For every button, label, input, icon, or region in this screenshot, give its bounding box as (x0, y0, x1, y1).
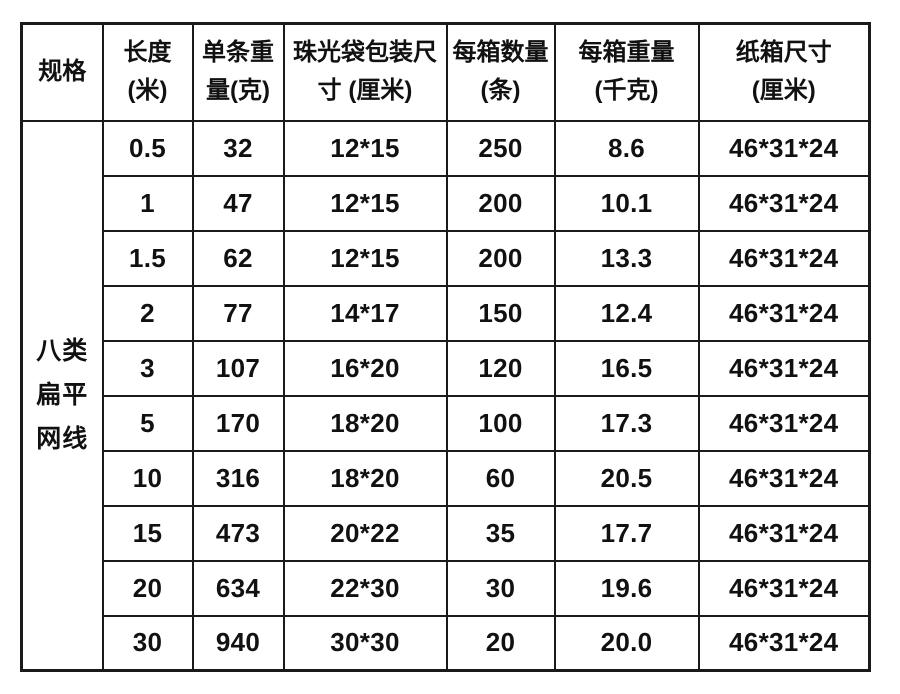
table-row: 1.5 62 12*15 200 13.3 46*31*24 (22, 229, 871, 287)
box-weight-cell: 20.0 (553, 614, 700, 672)
box-weight-cell: 12.4 (553, 284, 700, 342)
header-length: 长度 (米) (101, 22, 194, 122)
header-carton-size: 纸箱尺寸 (厘米) (697, 22, 871, 122)
carton-size-cell: 46*31*24 (697, 559, 871, 617)
packing-spec-table: 规格 长度 (米) 单条重 量(克) 珠光袋包装尺 寸 (厘米) 每箱数量 (条… (20, 22, 871, 672)
length-cell: 20 (101, 559, 194, 617)
box-weight-cell: 20.5 (553, 449, 700, 507)
header-text: (米) (127, 77, 168, 105)
header-text: 纸箱尺寸 (735, 39, 832, 67)
qty-cell: 35 (445, 504, 556, 562)
header-unit-weight: 单条重 量(克) (191, 22, 285, 122)
table-row: 八类 扁平 网线 0.5 32 12*15 250 8.6 46*31*24 (20, 119, 871, 672)
header-text: (厘米) (751, 77, 816, 105)
carton-size-cell: 46*31*24 (697, 394, 871, 452)
unit-weight-cell: 47 (191, 174, 285, 232)
table-body: 八类 扁平 网线 0.5 32 12*15 250 8.6 46*31*24 1… (20, 119, 871, 672)
header-text: 规格 (38, 58, 87, 86)
qty-cell: 60 (445, 449, 556, 507)
table-header: 规格 长度 (米) 单条重 量(克) 珠光袋包装尺 寸 (厘米) 每箱数量 (条… (20, 22, 871, 122)
length-cell: 5 (101, 394, 194, 452)
bag-size-cell: 12*15 (282, 229, 448, 287)
carton-size-cell: 46*31*24 (697, 284, 871, 342)
box-weight-cell: 10.1 (553, 174, 700, 232)
unit-weight-cell: 940 (191, 614, 285, 672)
bag-size-cell: 12*15 (282, 174, 448, 232)
carton-size-cell: 46*31*24 (697, 339, 871, 397)
qty-cell: 150 (445, 284, 556, 342)
unit-weight-cell: 77 (191, 284, 285, 342)
header-text: 每箱重量 (578, 39, 675, 67)
carton-size-cell: 46*31*24 (697, 119, 871, 177)
table-row: 3 107 16*20 120 16.5 46*31*24 (22, 339, 871, 397)
unit-weight-cell: 634 (191, 559, 285, 617)
bag-size-cell: 18*20 (282, 449, 448, 507)
bag-size-cell: 14*17 (282, 284, 448, 342)
qty-cell: 100 (445, 394, 556, 452)
qty-cell: 30 (445, 559, 556, 617)
unit-weight-cell: 170 (191, 394, 285, 452)
table-row: 5 170 18*20 100 17.3 46*31*24 (22, 394, 871, 452)
length-cell: 10 (101, 449, 194, 507)
header-text: (条) (480, 77, 521, 105)
length-cell: 3 (101, 339, 194, 397)
bag-size-cell: 20*22 (282, 504, 448, 562)
table-row: 30 940 30*30 20 20.0 46*31*24 (22, 614, 871, 672)
length-cell: 0.5 (101, 119, 194, 177)
header-row: 规格 长度 (米) 单条重 量(克) 珠光袋包装尺 寸 (厘米) 每箱数量 (条… (20, 22, 871, 122)
header-text: 量(克) (206, 77, 270, 105)
header-text: 单条重 (202, 39, 274, 67)
carton-size-cell: 46*31*24 (697, 504, 871, 562)
header-bag-size: 珠光袋包装尺 寸 (厘米) (282, 22, 448, 122)
bag-size-cell: 18*20 (282, 394, 448, 452)
length-cell: 1.5 (101, 229, 194, 287)
carton-size-cell: 46*31*24 (697, 449, 871, 507)
row-group-line: 八类 (36, 337, 89, 366)
header-text: 长度 (123, 39, 172, 67)
qty-cell: 250 (445, 119, 556, 177)
length-cell: 2 (101, 284, 194, 342)
header-box-weight: 每箱重量 (千克) (553, 22, 700, 122)
length-cell: 1 (101, 174, 194, 232)
table-row: 20 634 22*30 30 19.6 46*31*24 (22, 559, 871, 617)
header-qty-per-box: 每箱数量 (条) (445, 22, 556, 122)
header-spec: 规格 (20, 22, 104, 122)
box-weight-cell: 8.6 (553, 119, 700, 177)
table-row: 2 77 14*17 150 12.4 46*31*24 (22, 284, 871, 342)
box-weight-cell: 19.6 (553, 559, 700, 617)
row-group-line: 扁平 (36, 381, 89, 410)
unit-weight-cell: 316 (191, 449, 285, 507)
table-row: 10 316 18*20 60 20.5 46*31*24 (22, 449, 871, 507)
unit-weight-cell: 473 (191, 504, 285, 562)
qty-cell: 200 (445, 174, 556, 232)
unit-weight-cell: 32 (191, 119, 285, 177)
bag-size-cell: 30*30 (282, 614, 448, 672)
table-row: 1 47 12*15 200 10.1 46*31*24 (22, 174, 871, 232)
carton-size-cell: 46*31*24 (697, 174, 871, 232)
qty-cell: 120 (445, 339, 556, 397)
bag-size-cell: 16*20 (282, 339, 448, 397)
box-weight-cell: 17.7 (553, 504, 700, 562)
table-row: 15 473 20*22 35 17.7 46*31*24 (22, 504, 871, 562)
header-text: (千克) (594, 77, 659, 105)
carton-size-cell: 46*31*24 (697, 229, 871, 287)
length-cell: 30 (101, 614, 194, 672)
qty-cell: 200 (445, 229, 556, 287)
length-cell: 15 (101, 504, 194, 562)
box-weight-cell: 13.3 (553, 229, 700, 287)
unit-weight-cell: 62 (191, 229, 285, 287)
qty-cell: 20 (445, 614, 556, 672)
box-weight-cell: 17.3 (553, 394, 700, 452)
bag-size-cell: 22*30 (282, 559, 448, 617)
carton-size-cell: 46*31*24 (697, 614, 871, 672)
bag-size-cell: 12*15 (282, 119, 448, 177)
box-weight-cell: 16.5 (553, 339, 700, 397)
unit-weight-cell: 107 (191, 339, 285, 397)
header-text: 每箱数量 (452, 39, 549, 67)
row-group-line: 网线 (36, 425, 89, 454)
header-text: 寸 (厘米) (317, 77, 413, 105)
row-group-label: 八类 扁平 网线 (20, 119, 104, 672)
header-text: 珠光袋包装尺 (293, 39, 437, 67)
